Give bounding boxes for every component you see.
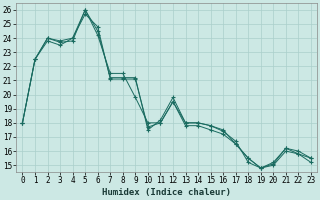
X-axis label: Humidex (Indice chaleur): Humidex (Indice chaleur): [102, 188, 231, 197]
